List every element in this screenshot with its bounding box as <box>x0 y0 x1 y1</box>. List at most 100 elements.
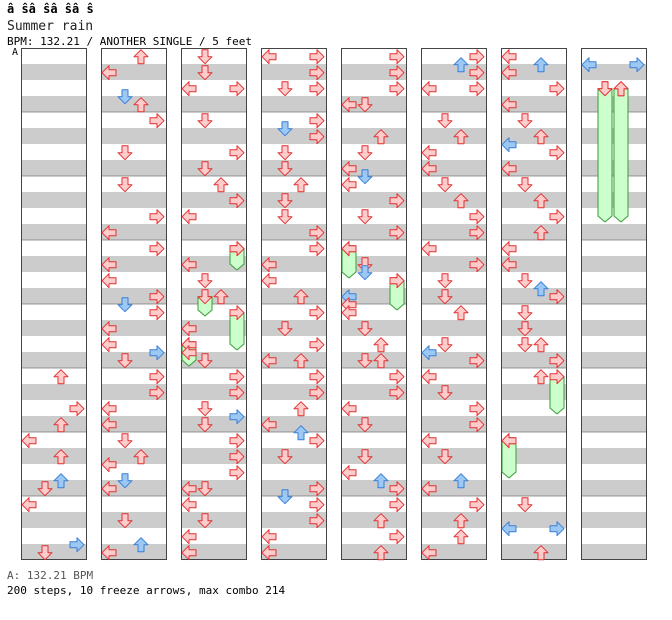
step-arrow-right <box>389 193 405 209</box>
step-arrow-down <box>197 481 213 497</box>
step-arrow-right <box>149 385 165 401</box>
step-arrow-right <box>469 209 485 225</box>
step-arrow-right <box>469 401 485 417</box>
step-arrow-left <box>101 417 117 433</box>
step-arrow-up <box>293 353 309 369</box>
step-arrow-down <box>357 265 373 281</box>
step-arrow-down <box>197 49 213 65</box>
step-arrow-left <box>101 481 117 497</box>
step-arrow-up <box>373 337 389 353</box>
step-arrow-down <box>37 545 53 561</box>
step-arrow-left <box>181 81 197 97</box>
step-arrow-down <box>277 161 293 177</box>
chart-column <box>181 48 247 560</box>
step-arrow-left <box>261 353 277 369</box>
step-arrow-down <box>117 513 133 529</box>
step-arrow-right <box>229 465 245 481</box>
beat-stripe <box>181 352 247 368</box>
chart-column <box>421 48 487 560</box>
step-arrow-left <box>21 433 37 449</box>
step-arrow-right <box>469 497 485 513</box>
step-arrow-up <box>53 417 69 433</box>
step-arrow-down <box>517 113 533 129</box>
step-arrow-right <box>309 65 325 81</box>
step-arrow-left <box>421 81 437 97</box>
step-arrow-down <box>357 449 373 465</box>
column-border <box>341 48 407 560</box>
column-border <box>261 48 327 560</box>
step-arrow-down <box>437 177 453 193</box>
beat-stripe <box>21 288 87 304</box>
step-arrow-up <box>533 129 549 145</box>
beat-stripe <box>261 256 327 272</box>
step-arrow-left <box>261 257 277 273</box>
freeze-arrow-head <box>549 369 565 385</box>
beat-stripe <box>501 448 567 464</box>
step-arrow-left <box>421 369 437 385</box>
step-arrow-up <box>373 353 389 369</box>
beat-stripe <box>501 416 567 432</box>
beat-stripe <box>501 64 567 80</box>
step-arrow-down <box>277 209 293 225</box>
step-arrow-down <box>517 337 533 353</box>
step-arrow-right <box>229 385 245 401</box>
beat-stripe <box>501 160 567 176</box>
step-arrow-right <box>309 225 325 241</box>
step-arrow-right <box>309 129 325 145</box>
step-arrow-left <box>261 49 277 65</box>
step-arrow-right <box>469 353 485 369</box>
beat-stripe <box>581 416 647 432</box>
step-arrow-right <box>229 449 245 465</box>
step-arrow-left <box>501 241 517 257</box>
step-arrow-left <box>341 161 357 177</box>
step-arrow-right <box>389 385 405 401</box>
column-border <box>501 48 567 560</box>
step-arrow-up <box>533 225 549 241</box>
step-arrow-down <box>437 449 453 465</box>
step-arrow-up <box>453 513 469 529</box>
step-arrow-left <box>421 433 437 449</box>
step-arrow-up <box>213 177 229 193</box>
step-arrow-left <box>21 497 37 513</box>
beat-stripe <box>21 160 87 176</box>
beat-stripe <box>341 448 407 464</box>
step-arrow-left <box>421 161 437 177</box>
beat-stripe <box>21 320 87 336</box>
step-arrow-left <box>581 57 597 73</box>
step-arrow-up <box>293 401 309 417</box>
step-arrow-right <box>549 289 565 305</box>
step-arrow-left <box>101 545 117 561</box>
beat-stripe <box>421 96 487 112</box>
beat-stripe <box>581 288 647 304</box>
step-arrow-right <box>549 81 565 97</box>
step-arrow-right <box>149 305 165 321</box>
beat-stripe <box>21 224 87 240</box>
step-arrow-right <box>309 385 325 401</box>
step-arrow-left <box>501 257 517 273</box>
step-arrow-right <box>469 81 485 97</box>
beat-stripe <box>21 512 87 528</box>
beat-stripe <box>261 96 327 112</box>
step-arrow-right <box>549 353 565 369</box>
step-arrow-right <box>309 513 325 529</box>
beat-stripe <box>181 64 247 80</box>
step-arrow-right <box>149 113 165 129</box>
beat-stripe <box>581 384 647 400</box>
step-arrow-left <box>181 497 197 513</box>
step-arrow-left <box>421 145 437 161</box>
beat-stripe <box>341 416 407 432</box>
step-arrow-up <box>373 545 389 561</box>
step-arrow-right <box>629 57 645 73</box>
step-arrow-left <box>181 257 197 273</box>
beat-stripe <box>501 512 567 528</box>
step-arrow-left <box>181 345 197 361</box>
step-arrow-down <box>197 161 213 177</box>
beat-stripe <box>421 448 487 464</box>
step-arrow-right <box>549 145 565 161</box>
step-arrow-right <box>69 401 85 417</box>
column-border <box>101 48 167 560</box>
beat-stripe <box>101 224 167 240</box>
step-arrow-left <box>341 401 357 417</box>
beat-stripe <box>101 544 167 560</box>
